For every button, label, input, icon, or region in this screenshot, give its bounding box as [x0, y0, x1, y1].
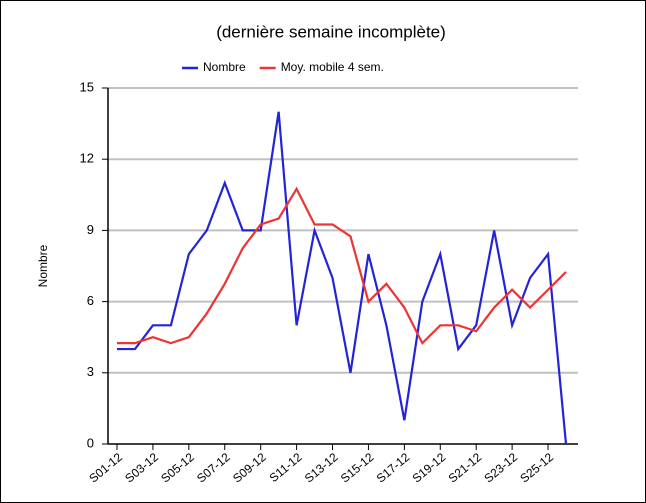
legend-label: Nombre — [203, 60, 246, 74]
legend-label: Moy. mobile 4 sem. — [281, 60, 384, 74]
series-line — [117, 111, 568, 445]
y-tick-label: 12 — [80, 151, 94, 166]
y-axis-label: Nombre — [36, 244, 50, 287]
y-tick-label: 0 — [87, 435, 94, 450]
series-line — [117, 186, 567, 345]
chart-subtitle: (dernière semaine incomplète) — [216, 22, 446, 41]
y-tick-label: 3 — [87, 364, 94, 379]
y-tick-label: 9 — [87, 222, 94, 237]
y-tick-label: 6 — [87, 293, 94, 308]
y-tick-label: 15 — [80, 79, 94, 94]
